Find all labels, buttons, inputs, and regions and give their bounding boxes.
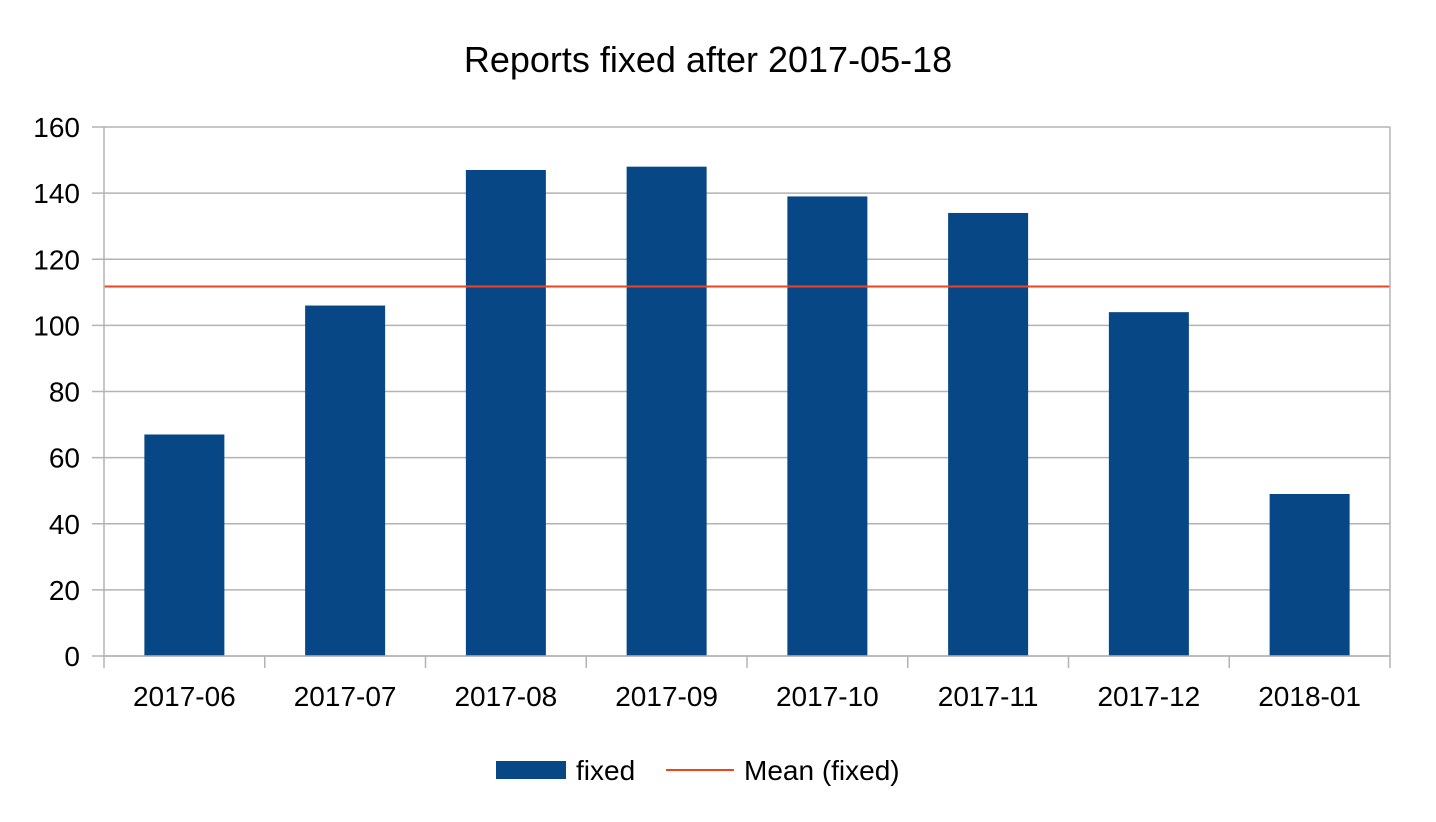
y-tick-label: 100	[33, 310, 80, 341]
bar-2017-12	[1108, 312, 1189, 656]
gridlines	[104, 126, 1390, 657]
bar-series	[144, 166, 1350, 657]
bar-2017-08	[465, 169, 546, 656]
x-tick-label: 2017-07	[294, 681, 397, 712]
legend-label-mean: Mean (fixed)	[744, 755, 900, 786]
bar-2017-09	[626, 166, 707, 657]
bar-2017-07	[305, 305, 386, 656]
y-tick-label: 20	[49, 575, 80, 606]
y-tick-label: 160	[33, 112, 80, 143]
x-tick-label: 2017-10	[776, 681, 879, 712]
y-tick-label: 120	[33, 244, 80, 275]
y-tick-label: 80	[49, 377, 80, 408]
y-tick-label: 40	[49, 509, 80, 540]
bar-2017-10	[787, 196, 868, 656]
x-tick-label: 2017-06	[133, 681, 236, 712]
y-tick-label: 140	[33, 178, 80, 209]
x-tick-label: 2017-12	[1097, 681, 1200, 712]
legend-swatch-fixed	[496, 761, 566, 779]
x-tick-label: 2017-11	[938, 681, 1039, 712]
legend: fixed Mean (fixed)	[496, 755, 900, 786]
x-tick-label: 2018-01	[1258, 681, 1361, 712]
bar-2017-06	[144, 434, 225, 656]
y-tick-label: 0	[64, 641, 80, 672]
y-tick-label: 60	[49, 443, 80, 474]
bar-2017-11	[948, 212, 1029, 656]
legend-label-fixed: fixed	[576, 755, 635, 786]
x-tick-label: 2017-09	[615, 681, 718, 712]
x-tick-label: 2017-08	[454, 681, 557, 712]
bar-2018-01	[1269, 493, 1350, 656]
axes: 0 20 40 60 80 100 120 140 160 2017-06 2017-07 2017-…	[33, 112, 1391, 712]
chart-title: Reports fixed after 2017-05-18	[464, 39, 952, 80]
